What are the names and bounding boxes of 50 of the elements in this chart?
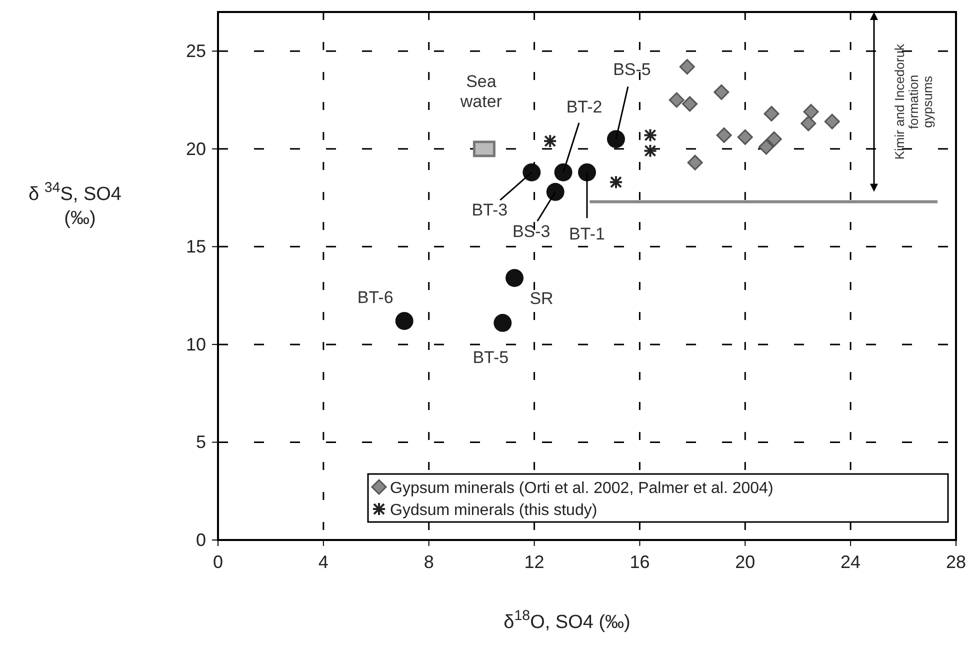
y-tick-label: 10 xyxy=(186,334,206,354)
x-tick-label: 28 xyxy=(946,552,966,572)
point xyxy=(606,130,625,148)
x-tick-label: 20 xyxy=(735,552,756,572)
legend-label: Gydsum minerals (this study) xyxy=(390,502,598,519)
x-tick-label: 24 xyxy=(840,552,861,572)
point xyxy=(764,106,780,122)
y-tick-label: 15 xyxy=(186,236,206,257)
y-tick-label: 25 xyxy=(186,41,206,62)
point xyxy=(578,163,596,182)
y-tick-label: 0 xyxy=(196,530,206,550)
annotation: Kimir and Incedoruk formation gypsums xyxy=(892,44,935,160)
annotation: BS-3 xyxy=(512,222,550,241)
point xyxy=(506,268,524,287)
point xyxy=(800,116,816,132)
point xyxy=(494,314,512,332)
annotation: SR xyxy=(530,288,554,308)
y-tick-label: 5 xyxy=(196,432,206,452)
point xyxy=(824,114,840,130)
point xyxy=(668,92,684,108)
annotation: BT-6 xyxy=(357,288,394,307)
point xyxy=(758,139,774,155)
x-tick-label: 16 xyxy=(630,552,650,572)
annotation: Sea water xyxy=(459,72,502,111)
point xyxy=(546,182,564,201)
point xyxy=(472,140,496,158)
annotation: BT-1 xyxy=(569,224,605,244)
x-tick-label: 12 xyxy=(524,552,544,572)
legend-label: Gypsum minerals (Orti et al. 2002, Palmer et al. 2004) xyxy=(390,480,774,497)
point xyxy=(687,154,703,170)
annotation: BT-5 xyxy=(472,348,509,367)
annotation: BS-5 xyxy=(613,60,651,80)
x-axis-title: δ$^{18}$O, SO4 (‰) xyxy=(504,608,630,633)
point xyxy=(679,59,695,75)
point xyxy=(714,84,730,100)
point xyxy=(716,127,732,143)
point xyxy=(395,312,414,330)
y-axis-title: δ $^{34}$S, SO4 (‰) xyxy=(28,180,122,229)
point xyxy=(554,163,572,182)
annotation: BT-3 xyxy=(472,200,508,220)
point xyxy=(682,96,698,112)
point xyxy=(522,163,541,182)
point xyxy=(737,129,753,145)
x-tick-label: 4 xyxy=(318,552,328,572)
y-tick-label: 20 xyxy=(186,138,206,159)
annotation: BT-2 xyxy=(566,97,602,116)
x-tick-label: 0 xyxy=(212,552,224,572)
x-tick-label: 8 xyxy=(424,552,434,572)
point xyxy=(803,104,819,120)
point xyxy=(766,131,782,147)
